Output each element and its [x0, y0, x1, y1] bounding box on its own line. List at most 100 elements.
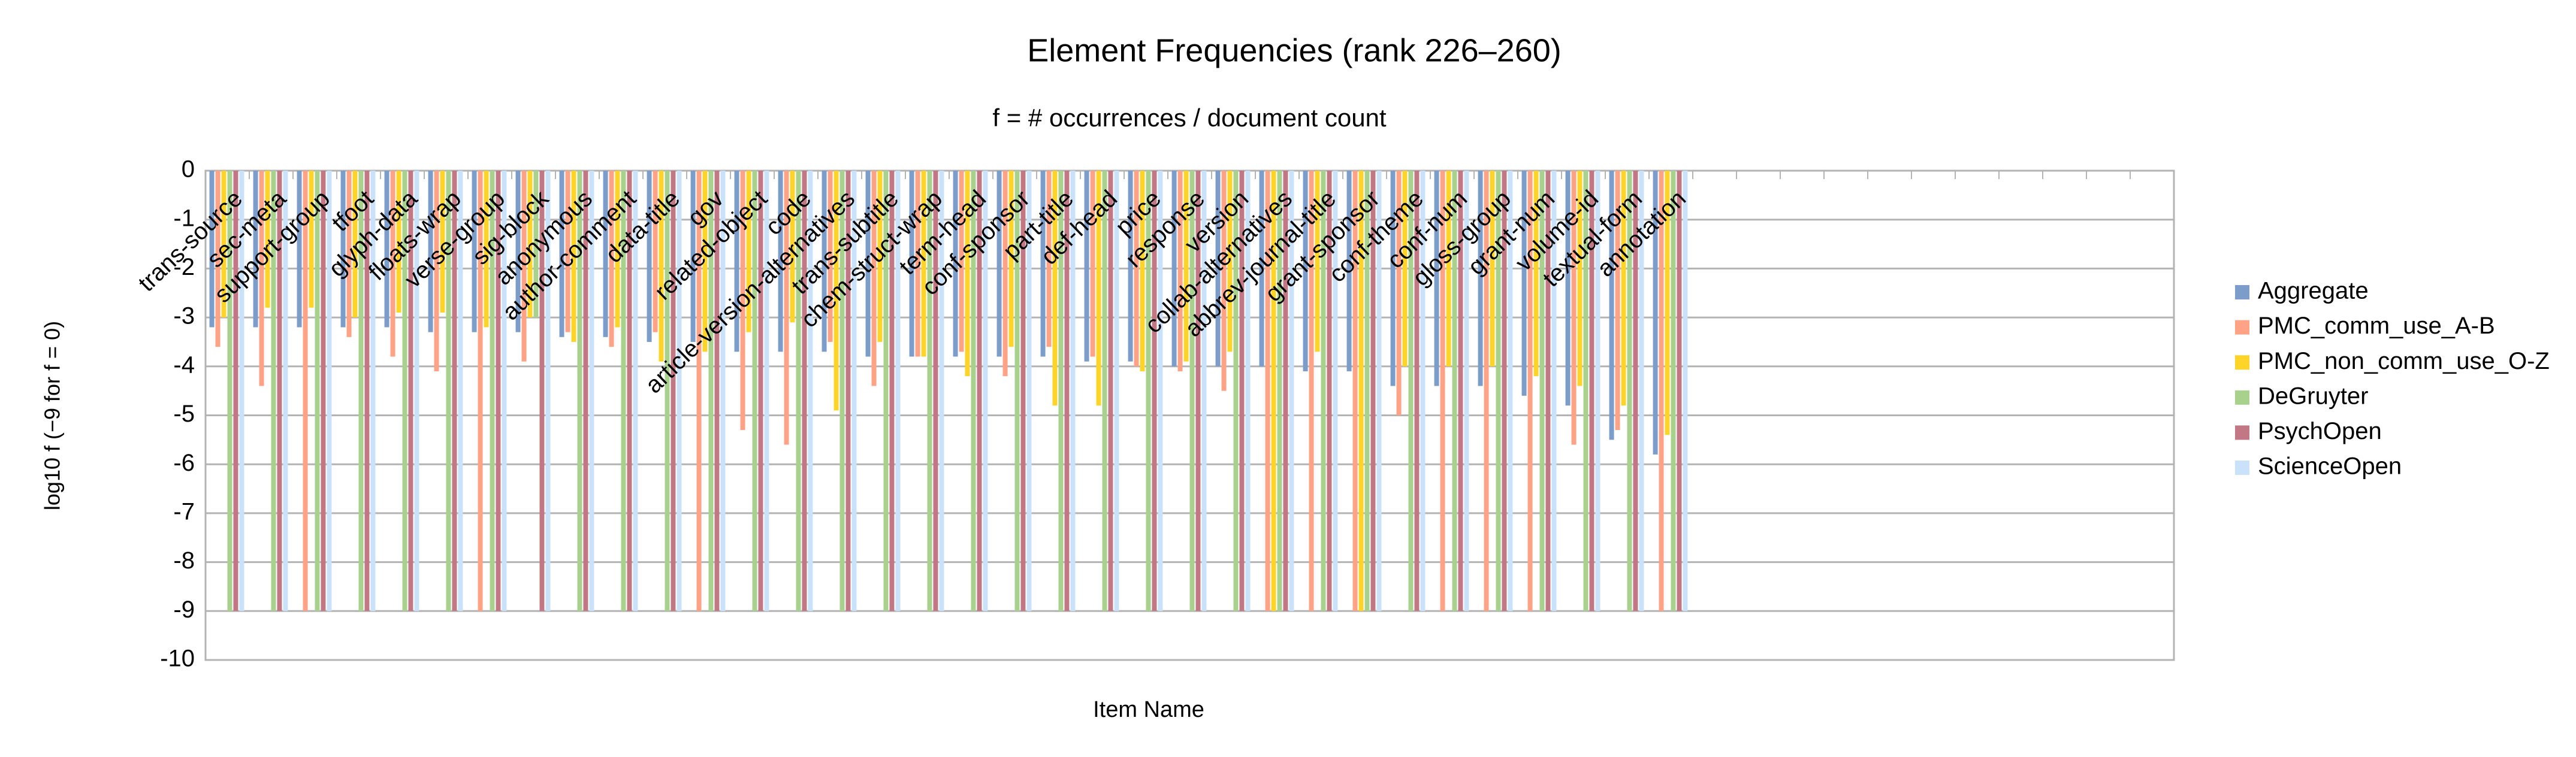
bar: [921, 171, 926, 357]
bar: [1683, 171, 1688, 611]
bar: [1277, 171, 1282, 611]
bar: [1376, 171, 1382, 611]
bar: [1008, 171, 1014, 347]
bar: [822, 171, 827, 352]
bar: [265, 171, 270, 308]
y-axis-label: log10 f (−9 for f = 0): [40, 321, 65, 510]
bar: [1289, 171, 1294, 611]
bar: [1245, 171, 1251, 611]
chart-title: Element Frequencies (rank 226–260): [1027, 32, 1562, 68]
bar: [484, 171, 489, 328]
bar: [1533, 171, 1539, 377]
bar: [953, 171, 958, 357]
bar: [665, 171, 670, 611]
bar: [1496, 171, 1501, 611]
bar: [565, 171, 570, 332]
bar: [851, 171, 857, 611]
legend-label: PsychOpen: [2258, 418, 2382, 444]
bar: [1615, 171, 1620, 431]
bar: [714, 171, 720, 611]
bar: [1402, 171, 1408, 367]
bar: [1084, 171, 1089, 362]
bar: [740, 171, 745, 431]
bar: [1283, 171, 1288, 611]
bar: [227, 171, 232, 611]
bar: [778, 171, 783, 352]
bar: [559, 171, 564, 337]
bar: [440, 171, 445, 313]
bar: [327, 171, 332, 611]
bar: [752, 171, 757, 611]
bar: [647, 171, 652, 342]
bar: [1020, 171, 1026, 611]
bar: [1265, 171, 1270, 611]
y-tick-label: -8: [173, 547, 195, 574]
bar: [1090, 171, 1095, 357]
bar: [1346, 171, 1352, 371]
legend-label: ScienceOpen: [2258, 453, 2402, 480]
bar: [1665, 171, 1670, 435]
bar: [1171, 171, 1177, 367]
legend-swatch: [2235, 285, 2249, 299]
bar: [1315, 171, 1320, 352]
bar: [933, 171, 938, 611]
bar: [1408, 171, 1414, 611]
bar: [889, 171, 895, 611]
bar: [233, 171, 238, 611]
bar: [571, 171, 576, 342]
bar: [677, 171, 682, 611]
bar: [1102, 171, 1107, 611]
bar: [1152, 171, 1157, 611]
bar: [1259, 171, 1264, 367]
bar: [1545, 171, 1551, 611]
bar: [239, 171, 244, 611]
bar: [609, 171, 614, 347]
bar: [309, 171, 314, 308]
bar: [796, 171, 801, 611]
bar: [384, 171, 389, 328]
bar: [358, 171, 364, 611]
bar: [621, 171, 626, 611]
bar: [746, 171, 751, 332]
legend-label: DeGruyter: [2258, 383, 2369, 409]
bar: [939, 171, 944, 611]
bar: [1201, 171, 1207, 611]
bar: [1108, 171, 1113, 611]
bar: [1195, 171, 1201, 611]
bar: [659, 171, 664, 362]
y-tick-label: -2: [173, 254, 195, 280]
bar: [959, 171, 964, 352]
bar: [515, 171, 521, 332]
bar: [1128, 171, 1133, 362]
bar: [521, 171, 527, 362]
bar: [1396, 171, 1402, 416]
y-tick-label: -10: [160, 646, 195, 672]
bar: [283, 171, 288, 611]
bar: [1070, 171, 1076, 611]
bar: [633, 171, 638, 611]
legend-swatch: [2235, 425, 2249, 440]
y-tick-label: -4: [173, 352, 195, 378]
bar: [877, 171, 883, 342]
bar: [434, 171, 439, 371]
bar: [971, 171, 976, 611]
legend-label: Aggregate: [2258, 278, 2369, 304]
bar: [1464, 171, 1469, 611]
bar: [784, 171, 789, 445]
bar: [1014, 171, 1020, 611]
bar: [1064, 171, 1070, 611]
bar: [983, 171, 988, 611]
bar: [390, 171, 395, 357]
bar: [259, 171, 264, 386]
bar: [1352, 171, 1358, 611]
bar: [1539, 171, 1545, 611]
bar: [1233, 171, 1239, 611]
y-tick-label: 0: [182, 156, 195, 183]
bar: [490, 171, 495, 611]
y-tick-label: -9: [173, 596, 195, 623]
bar: [1183, 171, 1189, 362]
bar: [1490, 171, 1495, 367]
bar: [1146, 171, 1151, 611]
